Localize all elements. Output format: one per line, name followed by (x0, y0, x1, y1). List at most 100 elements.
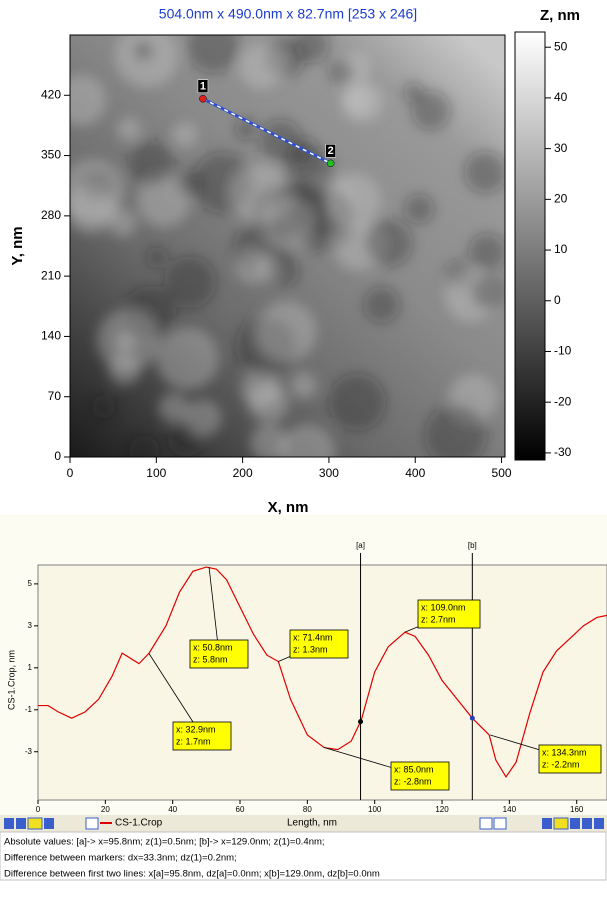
annotation-text: x: 71.4nm (293, 632, 333, 642)
image-grain (70, 74, 106, 126)
y-tick-label: 140 (41, 329, 61, 343)
y-tick-label: -1 (25, 705, 33, 714)
y-tick-label: 210 (41, 268, 61, 282)
cursor-dot (469, 715, 475, 721)
image-grain (328, 373, 386, 431)
image-grain (411, 91, 451, 130)
image-grain (326, 172, 381, 228)
x-tick-label: 80 (303, 805, 312, 814)
image-grain (127, 140, 175, 187)
image-title: 504.0nm x 490.0nm x 82.7nm [253 x 246] (159, 6, 417, 22)
image-grain (288, 137, 319, 168)
image-grain (129, 435, 160, 457)
colorbar-tick-label: 20 (554, 192, 568, 206)
marker-label: 1 (200, 81, 206, 93)
y-tick-label: 1 (28, 663, 33, 672)
image-grain (146, 247, 168, 269)
y-tick-label: 5 (28, 579, 33, 588)
y-tick-label: 70 (48, 389, 62, 403)
colorbar-tick-label: -10 (554, 344, 572, 358)
annotation-text: z: 5.8nm (193, 654, 228, 664)
y-axis-label: CS-1.Crop, nm (6, 650, 16, 710)
cursor-dot (358, 719, 364, 725)
annotation-box (172, 721, 232, 751)
image-grain (364, 218, 413, 267)
toolbar (0, 815, 607, 832)
x-tick-label: 20 (101, 805, 110, 814)
image-grain (239, 44, 284, 90)
image-grain (329, 59, 354, 84)
colorbar-label: Z, nm (540, 7, 580, 24)
annotation-box (189, 639, 249, 669)
annotation-text: z: -2.8nm (394, 776, 432, 786)
x-tick-label: 60 (236, 805, 245, 814)
annotation-text: z: -2.2nm (542, 759, 580, 769)
image-texture (70, 35, 505, 457)
annotation-text: z: 1.3nm (293, 644, 328, 654)
profile-curve (38, 566, 607, 779)
profile-line (202, 97, 332, 165)
annotation-text: x: 134.3nm (542, 747, 587, 757)
image-grain (132, 40, 154, 62)
marker-tag (197, 79, 209, 93)
image-grain (342, 86, 371, 114)
y-tick-label: 0 (54, 449, 61, 463)
image-grain (262, 196, 315, 249)
annotation-text: x: 109.0nm (421, 602, 466, 612)
colorbar-tick-label: 10 (554, 242, 568, 256)
annotation-text: x: 50.8nm (193, 642, 233, 652)
image-grain (70, 158, 125, 223)
x-tick-label: 500 (492, 466, 512, 480)
image-grain (164, 256, 216, 308)
image-grain (424, 404, 487, 457)
status-line: Difference between first two lines: x[a]… (4, 869, 380, 880)
image-grain (137, 174, 190, 228)
image-grain (156, 327, 219, 390)
colorbar-tick-label: 40 (554, 90, 568, 104)
x-tick-label: 160 (570, 805, 584, 814)
image-grain (187, 35, 241, 73)
image-grain (158, 392, 190, 424)
annotation-text: z: 1.7nm (176, 736, 211, 746)
colorbar-tick-label: 0 (554, 293, 561, 307)
cursor-label: [b] (468, 541, 477, 550)
annotation-box (289, 629, 349, 659)
marker (199, 94, 207, 103)
colorbar-tick-label: -30 (554, 445, 572, 459)
marker-tag (325, 144, 336, 158)
toolbar-icons[interactable] (4, 817, 604, 830)
x-tick-label: 300 (319, 466, 339, 480)
x-axis-label: Length, nm (287, 818, 337, 829)
annotation-box (538, 744, 602, 774)
image-grain (290, 372, 317, 399)
image-grain (92, 395, 116, 419)
colorbar-tick-label: -20 (554, 394, 572, 408)
image-grain (278, 424, 336, 457)
x-tick-label: 100 (368, 805, 382, 814)
status-line: Absolute values: [a]-> x=95.8nm; z(1)=0.… (4, 837, 325, 848)
status-line: Difference between markers: dx=33.3nm; d… (4, 853, 237, 864)
image-grain (176, 170, 204, 198)
image-grain (108, 208, 137, 237)
y-axis-label: Y, nm (9, 226, 26, 265)
image-grain (470, 274, 505, 310)
x-tick-label: 120 (435, 805, 449, 814)
y-tick-label: 280 (41, 208, 61, 222)
annotation-leader (208, 567, 220, 655)
x-tick-label: 100 (146, 466, 166, 480)
image-grain (464, 151, 505, 194)
annotation-box (390, 761, 450, 791)
image-grain (256, 256, 281, 281)
y-tick-label: 3 (28, 621, 33, 630)
image-grain (256, 301, 317, 362)
y-tick-label: 420 (41, 87, 61, 101)
y-tick-label: 350 (41, 148, 61, 162)
colorbar-tick-label: 30 (554, 141, 568, 155)
image-frame (69, 34, 506, 458)
colorbar (514, 31, 546, 461)
image-grain (117, 117, 142, 142)
colorbar-tick-label: 50 (554, 39, 568, 53)
cursor-label: [a] (356, 541, 365, 550)
x-tick-label: 0 (67, 466, 74, 480)
